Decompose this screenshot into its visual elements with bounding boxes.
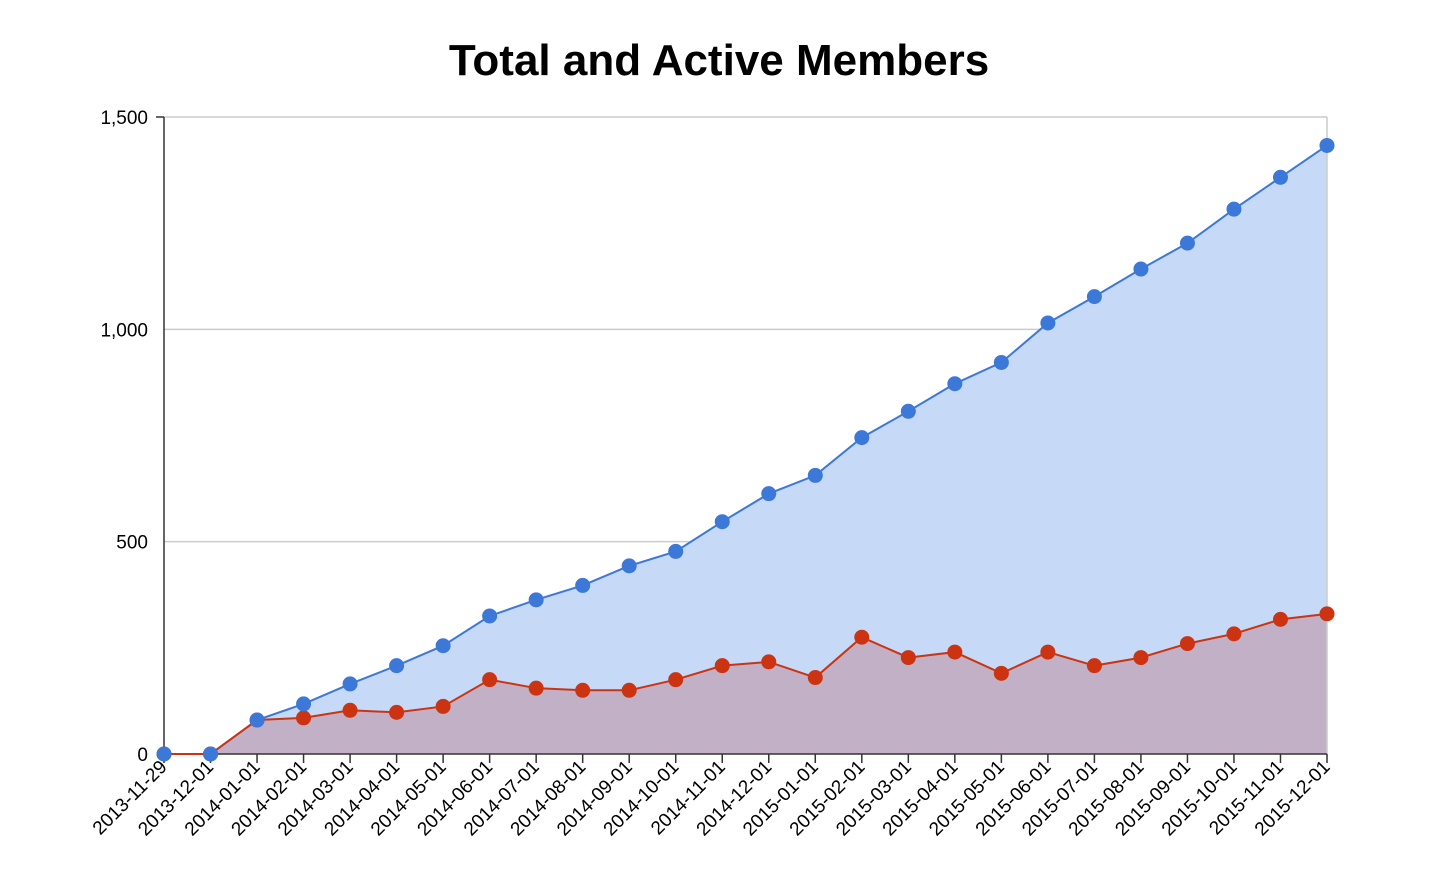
series-1-point (435, 638, 451, 654)
series-1-point (575, 577, 591, 593)
series-1-point (1272, 169, 1288, 185)
series-1-point (947, 376, 963, 392)
series-1-point (714, 514, 730, 530)
series-1-point (1086, 289, 1102, 305)
series-2-point (761, 654, 777, 670)
series-2-point (342, 702, 358, 718)
series-2-point (714, 658, 730, 674)
series-1-point (807, 467, 823, 483)
y-tick-label: 1,500 (100, 108, 148, 129)
series-1-area (164, 145, 1327, 755)
series-2-point (435, 698, 451, 714)
series-2-point (854, 629, 870, 645)
series-1-point (1319, 137, 1335, 153)
chart-title: Total and Active Members (448, 36, 990, 85)
series-2-point (389, 704, 405, 720)
series-1-point (342, 676, 358, 692)
series-2-area (164, 613, 1327, 754)
series-2-point (1133, 650, 1149, 666)
series-1-point (668, 543, 684, 559)
series-1-point (1133, 261, 1149, 277)
series-1-point (900, 403, 916, 419)
series-1-point (389, 658, 405, 674)
series-1-line (164, 144, 1328, 755)
series-2-point (621, 682, 637, 698)
series-1-point (528, 592, 544, 608)
y-tick-label: 0 (137, 745, 148, 766)
series-1-point (203, 746, 219, 762)
area-layer (164, 145, 1327, 755)
series-1-point (296, 696, 312, 712)
series-2-point (482, 672, 498, 688)
series-1-point (621, 558, 637, 574)
series-2-point (900, 650, 916, 666)
series-1-point (1040, 315, 1056, 331)
series-1-point (482, 608, 498, 624)
series-2-point (947, 644, 963, 660)
series-1-point (249, 712, 265, 728)
series-1-point (1226, 201, 1242, 217)
series-2-point (1226, 626, 1242, 642)
series-2-point (296, 710, 312, 726)
y-tick-label: 500 (116, 533, 148, 554)
series-2-point (668, 672, 684, 688)
line-layer (164, 144, 1328, 755)
series-1-point (761, 486, 777, 502)
point-layer (156, 137, 1335, 762)
series-2-point (1319, 606, 1335, 622)
series-2-point (1086, 658, 1102, 674)
y-tick-label: 1,000 (100, 320, 148, 341)
series-1-point (993, 354, 1009, 370)
series-1-point (1179, 235, 1195, 251)
series-2-point (1179, 636, 1195, 652)
series-2-point (807, 670, 823, 686)
series-1-point (854, 430, 870, 446)
series-2-line (164, 612, 1328, 755)
series-2-point (528, 680, 544, 696)
series-1-point (156, 746, 172, 762)
series-2-point (993, 665, 1009, 681)
series-2-point (575, 682, 591, 698)
series-2-point (1272, 611, 1288, 627)
series-2-point (1040, 644, 1056, 660)
